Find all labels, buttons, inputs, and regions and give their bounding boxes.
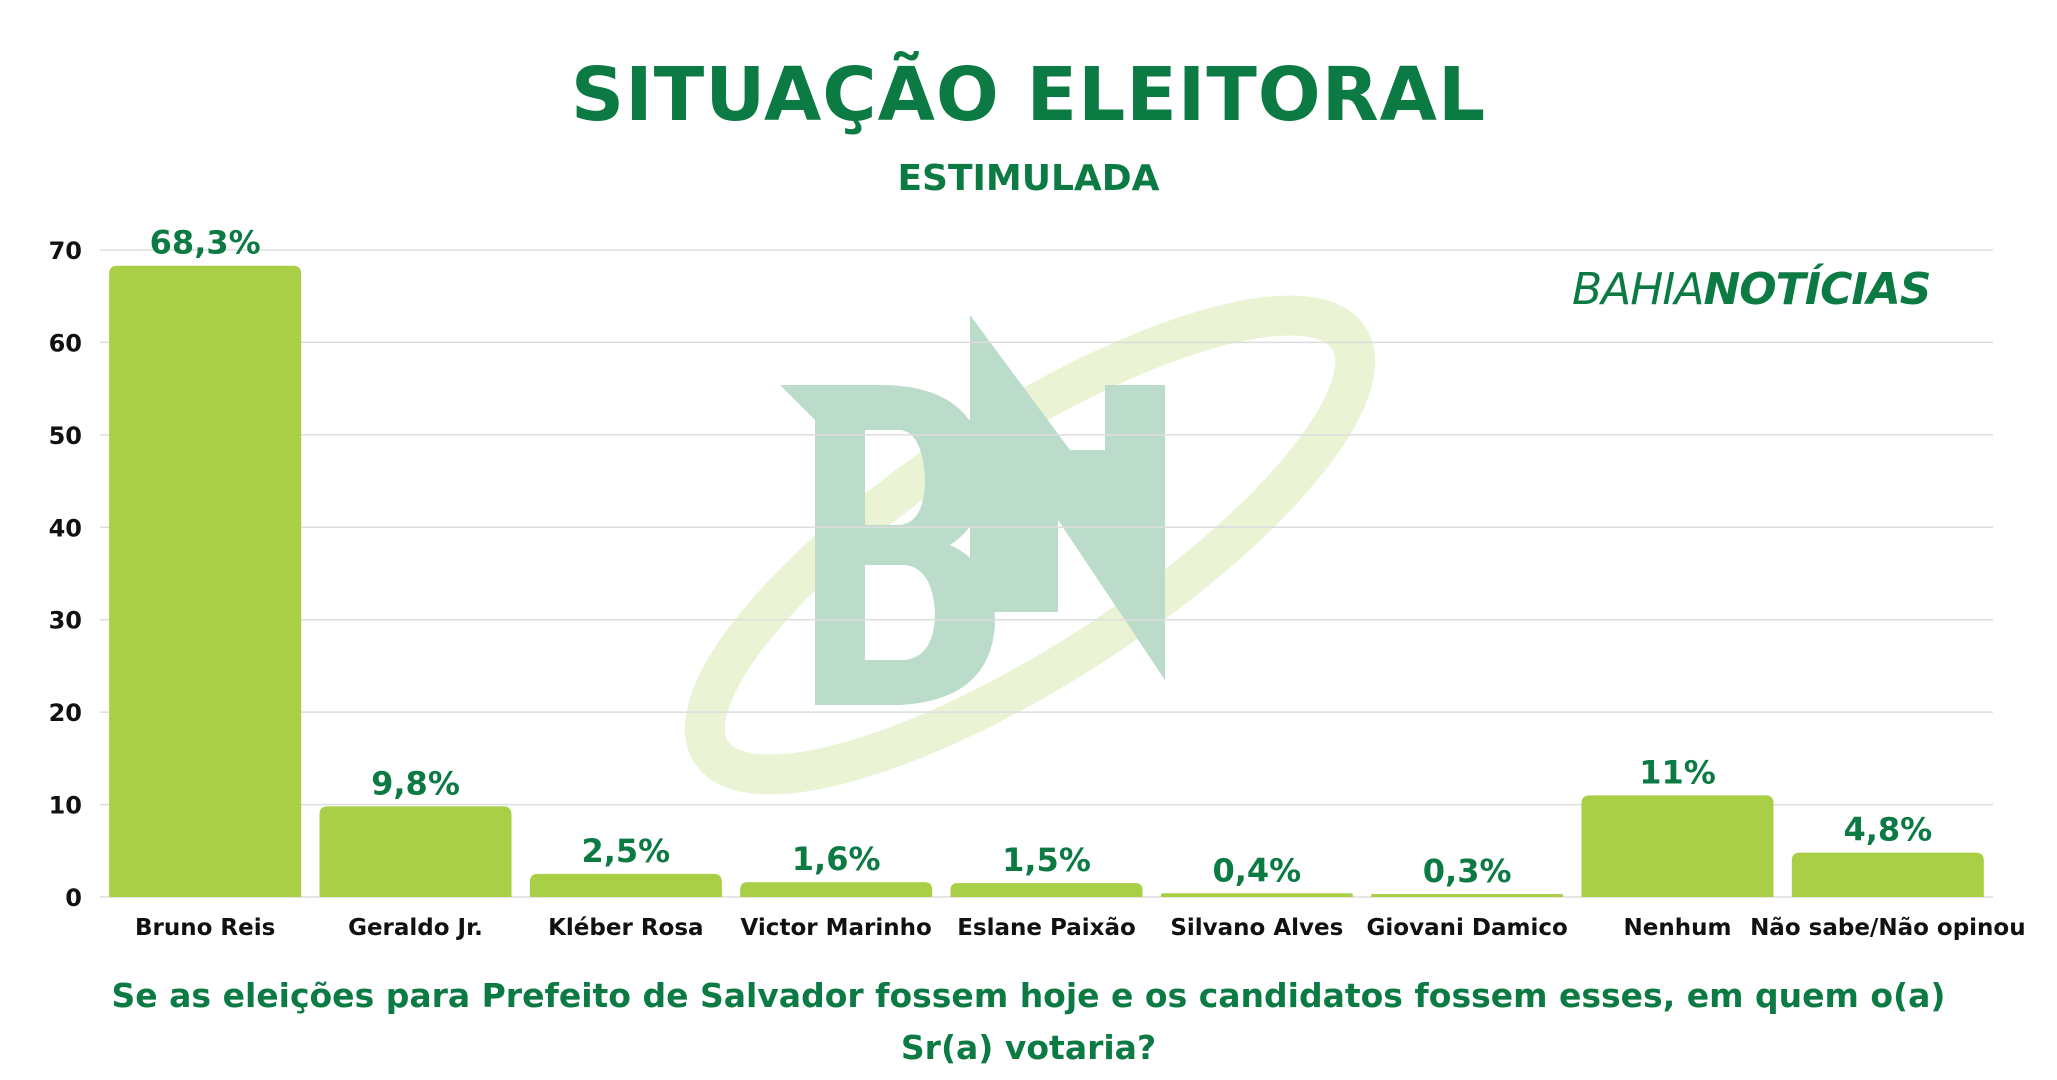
y-tick-label: 0	[65, 884, 82, 912]
bar-silvano-alves	[1160, 893, 1353, 897]
data-label: 0,3%	[1423, 852, 1512, 890]
data-label: 1,5%	[1002, 841, 1091, 879]
bar-victor-marinho	[740, 882, 933, 897]
x-tick-label: Eslane Paixão	[957, 915, 1136, 941]
bar-eslane-paix-o	[950, 883, 1143, 897]
chart-title: SITUAÇÃO ELEITORAL	[570, 52, 1487, 138]
x-tick-label: Silvano Alves	[1170, 915, 1343, 941]
bar-n-o-sabe-n-o-opinou	[1791, 852, 1984, 897]
data-label: 11%	[1639, 753, 1716, 791]
bar-kl-ber-rosa	[529, 873, 722, 897]
brand-logo: BAHIANOTÍCIAS	[1572, 264, 1931, 315]
data-label: 9,8%	[371, 764, 460, 802]
y-tick-label: 10	[49, 792, 82, 820]
y-tick-label: 40	[49, 514, 82, 542]
x-tick-label: Não sabe/Não opinou	[1750, 915, 2026, 941]
bn-logo-icon	[684, 295, 1376, 795]
survey-question: Se as eleições para Prefeito de Salvador…	[111, 976, 1946, 1067]
data-label: 4,8%	[1843, 811, 1932, 849]
bar-nenhum	[1581, 795, 1774, 897]
x-tick-label: Bruno Reis	[135, 915, 275, 941]
x-tick-label: Geraldo Jr.	[348, 915, 483, 941]
bar-bruno-reis	[109, 265, 302, 897]
x-tick-label: Nenhum	[1624, 915, 1732, 941]
x-tick-label: Victor Marinho	[741, 915, 932, 941]
y-tick-label: 60	[49, 329, 82, 357]
y-tick-label: 70	[49, 237, 82, 265]
y-tick-label: 20	[49, 699, 82, 727]
x-tick-label: Kléber Rosa	[548, 915, 703, 941]
data-label: 68,3%	[150, 224, 261, 262]
bar-geraldo-jr-	[319, 806, 512, 897]
y-tick-label: 30	[49, 607, 82, 635]
x-tick-label: Giovani Damico	[1367, 915, 1568, 941]
brand-logo-part1: BAHIA	[1572, 264, 1704, 315]
data-label: 1,6%	[792, 840, 881, 878]
y-tick-label: 50	[49, 422, 82, 450]
bar-giovani-damico	[1371, 894, 1564, 897]
brand-logo-part2: NOTÍCIAS	[1703, 264, 1931, 315]
data-label: 2,5%	[581, 832, 670, 870]
chart-subtitle: ESTIMULADA	[897, 158, 1160, 199]
data-label: 0,4%	[1212, 851, 1301, 889]
